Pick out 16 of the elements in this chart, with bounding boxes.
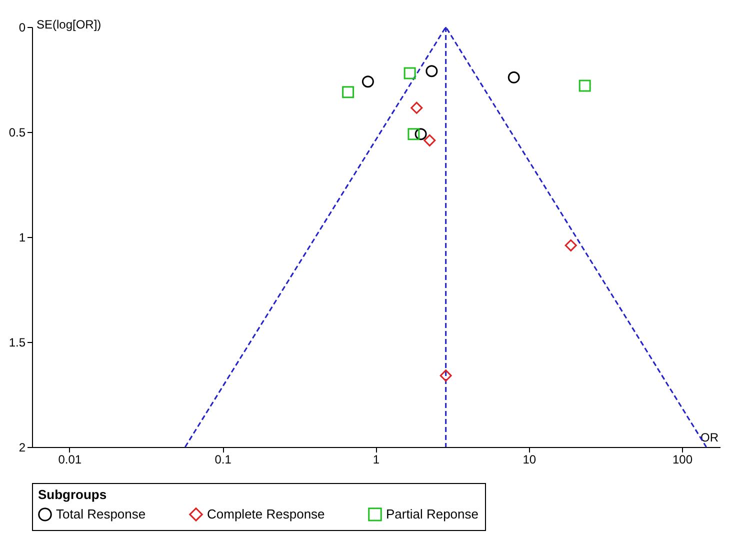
- legend-label: Complete Response: [207, 506, 325, 522]
- legend-label: Partial Reponse: [386, 506, 478, 522]
- y-axis-title: SE(log[OR]): [36, 18, 102, 32]
- x-tick-label: 100: [672, 452, 693, 466]
- y-tick-label: 0: [18, 20, 26, 34]
- x-tick-label: 0.1: [214, 452, 232, 466]
- x-tick-label: 0.01: [58, 452, 82, 466]
- x-tick-label: 1: [372, 452, 380, 466]
- y-tick-label: 1.5: [8, 336, 26, 350]
- x-axis-title: OR: [700, 430, 719, 444]
- legend-title: Subgroups: [38, 487, 107, 502]
- x-tick-label: 10: [522, 452, 536, 466]
- legend-label: Total Response: [56, 506, 146, 522]
- y-tick-label: 2: [18, 440, 26, 454]
- y-tick-label: 0.5: [8, 126, 26, 140]
- y-tick-label: 1: [18, 230, 26, 244]
